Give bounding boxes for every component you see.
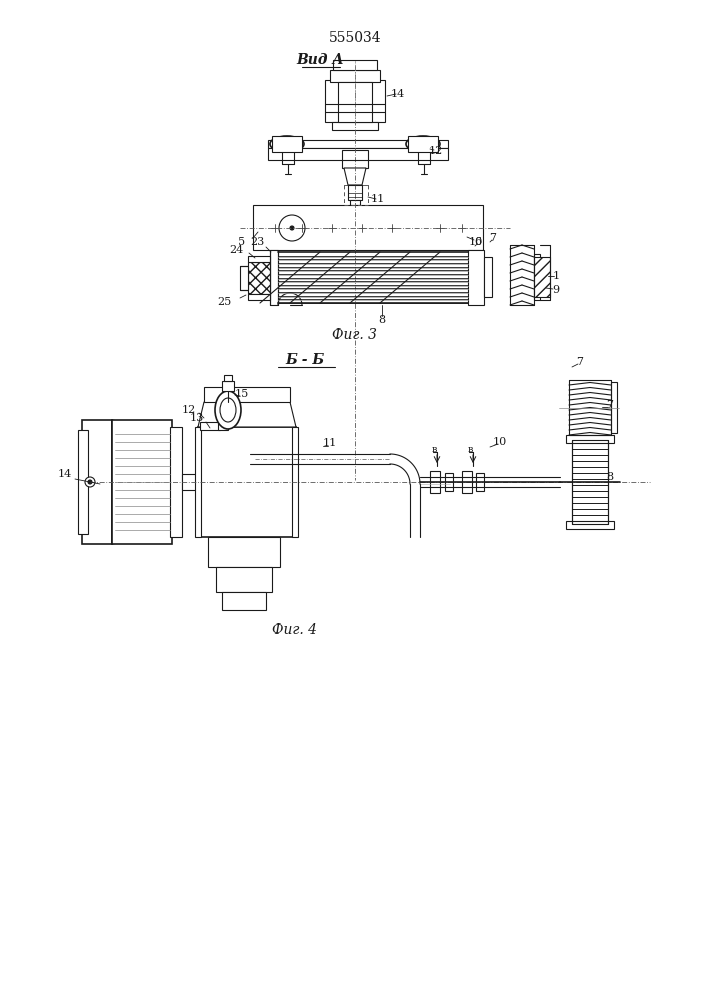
Text: 15: 15 <box>235 389 249 399</box>
Bar <box>534 257 550 297</box>
Bar <box>170 427 182 537</box>
Ellipse shape <box>270 136 304 152</box>
Ellipse shape <box>220 398 236 422</box>
Bar <box>534 254 540 300</box>
Bar <box>112 420 172 544</box>
Bar <box>268 140 448 148</box>
Polygon shape <box>198 402 296 427</box>
Bar <box>468 250 484 305</box>
Bar <box>222 592 266 610</box>
Bar <box>611 382 617 433</box>
Bar <box>330 70 380 82</box>
Text: 5: 5 <box>238 237 245 247</box>
Text: 7: 7 <box>607 400 614 410</box>
Text: Б - Б: Б - Б <box>286 353 325 367</box>
Bar <box>240 266 248 290</box>
Bar <box>408 136 438 152</box>
Text: 12: 12 <box>182 405 196 415</box>
Text: 6: 6 <box>474 237 481 247</box>
Text: 10: 10 <box>469 237 483 247</box>
Bar <box>268 148 448 160</box>
Bar <box>445 473 453 491</box>
Bar <box>198 427 296 537</box>
Bar <box>566 435 614 443</box>
Text: 8: 8 <box>607 472 614 482</box>
Text: 24: 24 <box>229 245 243 255</box>
Bar <box>348 185 362 200</box>
Polygon shape <box>344 168 366 185</box>
Text: 1: 1 <box>552 271 559 281</box>
Text: 9: 9 <box>552 285 559 295</box>
Text: Фиг. 3: Фиг. 3 <box>332 328 378 342</box>
Bar <box>224 375 232 381</box>
Text: в: в <box>431 444 437 454</box>
Bar <box>476 473 484 491</box>
Text: 555034: 555034 <box>329 31 381 45</box>
Bar <box>208 537 280 567</box>
Bar <box>182 474 202 490</box>
Bar <box>338 82 372 122</box>
Text: 11: 11 <box>371 194 385 204</box>
Text: Вид А: Вид А <box>296 53 344 67</box>
Circle shape <box>88 480 92 484</box>
Polygon shape <box>112 420 170 544</box>
Circle shape <box>85 477 95 487</box>
Bar <box>430 471 440 493</box>
Text: 7: 7 <box>489 233 496 243</box>
Text: 8: 8 <box>378 315 385 325</box>
Bar <box>204 387 290 402</box>
Bar <box>270 250 278 305</box>
Bar <box>248 262 270 294</box>
Bar <box>462 471 472 493</box>
Text: в: в <box>467 444 473 454</box>
Text: 25: 25 <box>218 297 232 307</box>
Bar <box>200 422 220 430</box>
Bar <box>218 422 228 430</box>
Bar <box>78 430 88 534</box>
Bar <box>566 521 614 529</box>
Circle shape <box>290 226 294 230</box>
Bar <box>572 440 608 524</box>
Bar <box>332 122 378 130</box>
Bar <box>82 420 112 544</box>
Text: 10: 10 <box>493 437 507 447</box>
Bar <box>195 427 201 537</box>
Text: 7: 7 <box>576 357 583 367</box>
Bar <box>248 256 270 262</box>
Text: 23: 23 <box>250 237 264 247</box>
Text: 11: 11 <box>323 438 337 448</box>
Bar <box>222 381 234 391</box>
Bar <box>292 427 298 537</box>
Bar <box>272 136 302 152</box>
Bar <box>484 257 492 297</box>
Ellipse shape <box>215 391 241 429</box>
Ellipse shape <box>406 136 440 152</box>
Text: 13: 13 <box>189 413 204 423</box>
Bar <box>325 80 385 122</box>
Bar <box>253 205 483 250</box>
Text: 14: 14 <box>391 89 405 99</box>
Bar <box>342 150 368 168</box>
Bar <box>248 294 270 300</box>
Text: 12: 12 <box>429 146 443 156</box>
Text: Фиг. 4: Фиг. 4 <box>272 623 317 637</box>
Bar <box>333 60 377 70</box>
Bar <box>216 567 272 592</box>
Text: 14: 14 <box>58 469 72 479</box>
Bar <box>350 200 360 205</box>
